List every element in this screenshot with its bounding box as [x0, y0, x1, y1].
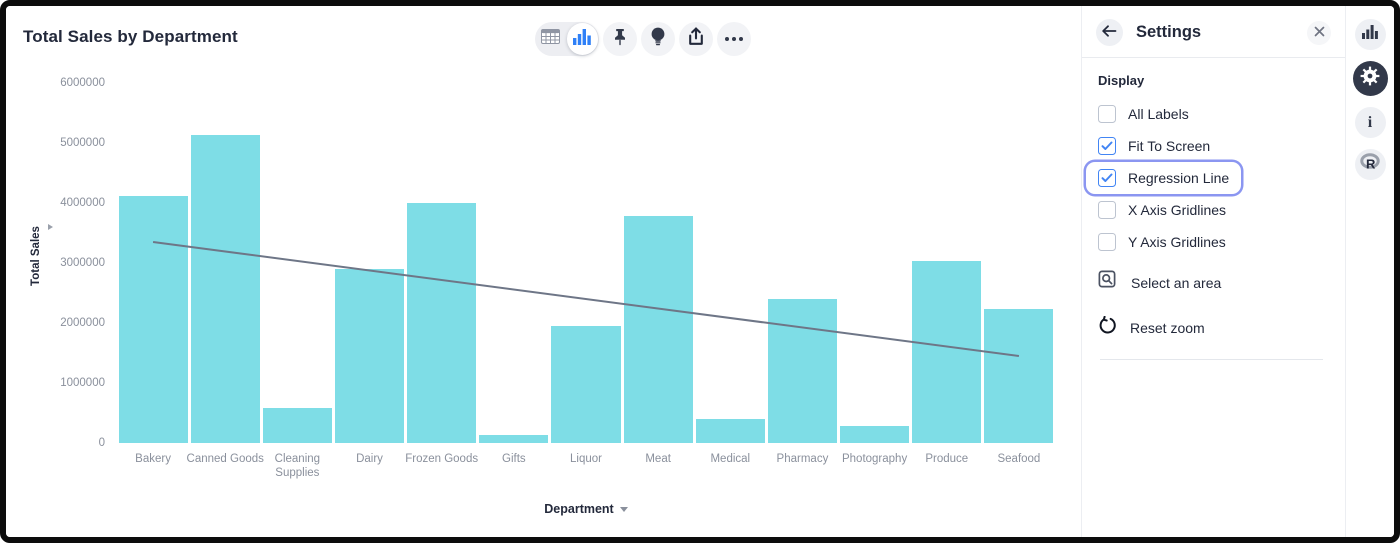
- reset-zoom-action[interactable]: Reset zoom: [1098, 307, 1329, 349]
- x-axis-label: Gifts: [502, 453, 526, 465]
- share-button[interactable]: [679, 22, 713, 56]
- y-axis-tick-label: 4000000: [60, 197, 105, 209]
- settings-panel: Settings Display All Labels Fit To Screen…: [1081, 6, 1345, 537]
- chart-card: Total Sales by Department: [6, 6, 1081, 537]
- select-area-action[interactable]: Select an area: [1098, 261, 1329, 304]
- x-axis-label: Pharmacy: [776, 453, 829, 465]
- x-axis-label: Medical: [710, 453, 751, 465]
- checkbox-row-y-axis-gridlines[interactable]: Y Axis Gridlines: [1086, 226, 1238, 258]
- bar[interactable]: [262, 408, 332, 443]
- checkbox-label: All Labels: [1128, 106, 1189, 122]
- y-axis-tick-label: 2000000: [60, 317, 105, 329]
- select-area-label: Select an area: [1131, 274, 1222, 291]
- divider: [1082, 57, 1345, 58]
- visualization-toggle[interactable]: [535, 22, 599, 56]
- bar[interactable]: [695, 419, 765, 443]
- checkbox-label: Regression Line: [1128, 170, 1230, 186]
- settings-header: Settings: [1082, 6, 1345, 57]
- bar[interactable]: [623, 216, 693, 443]
- ellipsis-icon: [725, 37, 743, 41]
- checkbox-label: Fit To Screen: [1128, 138, 1211, 154]
- display-options: All Labels Fit To Screen Regression Line X …: [1098, 98, 1329, 258]
- checkbox-row-fit-to-screen[interactable]: Fit To Screen: [1086, 130, 1222, 162]
- checkbox[interactable]: [1098, 137, 1116, 155]
- more-options-button[interactable]: [717, 22, 751, 56]
- pin-button[interactable]: [603, 22, 637, 56]
- gear-icon: [1360, 66, 1380, 91]
- bar-chart-icon: [573, 28, 592, 50]
- checkbox[interactable]: [1098, 105, 1116, 123]
- checkbox[interactable]: [1098, 201, 1116, 219]
- x-axis-title[interactable]: Department: [117, 502, 1055, 516]
- bar[interactable]: [407, 203, 477, 443]
- checkbox[interactable]: [1098, 169, 1116, 187]
- x-axis-label: Cleaning Supplies: [274, 453, 321, 479]
- bar[interactable]: [840, 426, 910, 443]
- lightbulb-icon: [650, 27, 666, 51]
- rail-info-button[interactable]: i: [1354, 107, 1386, 138]
- bar[interactable]: [551, 326, 621, 443]
- insights-button[interactable]: [641, 22, 675, 56]
- x-axis-label: Seafood: [997, 453, 1041, 465]
- x-axis-label: Liquor: [570, 453, 602, 465]
- rail-settings-button[interactable]: [1352, 61, 1388, 96]
- x-axis-label: Meat: [645, 453, 671, 465]
- x-axis-label: Produce: [925, 453, 969, 465]
- share-icon: [687, 27, 705, 51]
- divider: [1100, 359, 1323, 360]
- area-select-icon: [1098, 270, 1118, 295]
- reset-zoom-label: Reset zoom: [1130, 320, 1205, 336]
- bar-chart-view-button[interactable]: [566, 23, 598, 55]
- y-axis-title-arrow-icon: [48, 224, 53, 230]
- pin-icon: [612, 28, 628, 51]
- bar[interactable]: [479, 434, 549, 443]
- y-axis-tick-label: 5000000: [60, 137, 105, 149]
- x-axis-label: Canned Goods: [186, 453, 264, 465]
- bar[interactable]: [334, 269, 405, 443]
- bar[interactable]: [984, 309, 1054, 443]
- x-axis-label: Frozen Goods: [405, 453, 479, 465]
- table-icon: [541, 29, 561, 49]
- reset-zoom-icon: [1098, 315, 1117, 340]
- y-axis-tick-label: 6000000: [60, 77, 105, 89]
- bar-chart-icon: [1362, 25, 1378, 44]
- bar[interactable]: [912, 261, 982, 443]
- table-view-button[interactable]: [535, 22, 567, 56]
- info-icon: i: [1367, 113, 1373, 131]
- checkbox[interactable]: [1098, 233, 1116, 251]
- bar[interactable]: [767, 299, 838, 443]
- x-axis-label: Bakery: [135, 453, 171, 465]
- back-button[interactable]: [1096, 19, 1123, 46]
- rail-r-language-button[interactable]: R: [1354, 149, 1386, 180]
- checkbox-row-x-axis-gridlines[interactable]: X Axis Gridlines: [1086, 194, 1238, 226]
- checkbox-label: Y Axis Gridlines: [1128, 234, 1226, 250]
- checkbox-label: X Axis Gridlines: [1128, 202, 1227, 218]
- y-axis-tick-label: 1000000: [60, 377, 105, 389]
- settings-title: Settings: [1136, 23, 1202, 41]
- r-logo-icon: R: [1359, 153, 1381, 176]
- display-section-label: Display: [1098, 73, 1145, 88]
- checkbox-row-all-labels[interactable]: All Labels: [1086, 98, 1201, 130]
- y-axis-tick-label: 0: [98, 437, 105, 449]
- svg-text:R: R: [1366, 157, 1376, 172]
- bar[interactable]: [190, 134, 260, 443]
- bar[interactable]: [118, 196, 188, 443]
- y-axis-tick-label: 3000000: [60, 257, 105, 269]
- x-axis-title-label: Department: [544, 502, 614, 516]
- chart-title: Total Sales by Department: [23, 27, 238, 46]
- arrow-left-icon: [1102, 24, 1117, 42]
- checkbox-row-regression-line[interactable]: Regression Line: [1086, 162, 1241, 194]
- x-axis-label: Dairy: [356, 453, 383, 465]
- close-button[interactable]: [1307, 20, 1331, 45]
- chevron-down-icon: [619, 507, 628, 513]
- x-axis-label: Photography: [841, 453, 908, 465]
- rail-visualization-button[interactable]: [1354, 19, 1386, 50]
- sidebar-rail: i R: [1345, 6, 1394, 537]
- close-icon: [1314, 24, 1325, 42]
- chart-toolbar: [535, 22, 751, 56]
